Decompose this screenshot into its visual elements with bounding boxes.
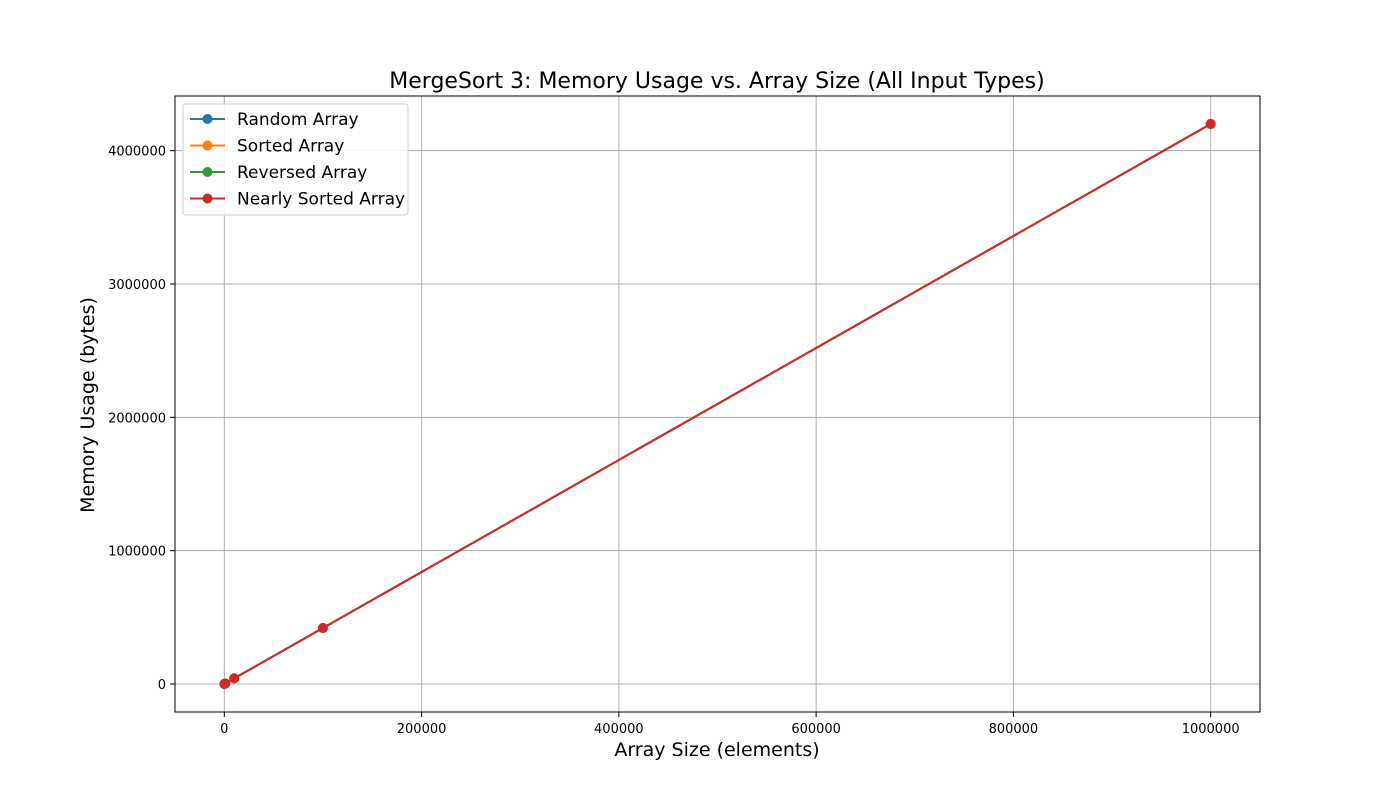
data-point bbox=[1205, 119, 1216, 129]
legend-box bbox=[182, 103, 409, 216]
x-tick-label: 200000 bbox=[397, 722, 447, 737]
y-tick-label: 3000000 bbox=[108, 278, 166, 293]
data-point bbox=[317, 623, 328, 633]
legend-marker bbox=[202, 167, 213, 177]
legend-label: Nearly Sorted Array bbox=[237, 190, 405, 210]
x-tick-label: 600000 bbox=[791, 722, 841, 737]
legend-label: Reversed Array bbox=[237, 163, 367, 183]
legend-item: Reversed Array bbox=[190, 163, 367, 183]
data-point bbox=[229, 673, 240, 684]
y-tick-label: 1000000 bbox=[108, 545, 166, 560]
grid bbox=[175, 96, 1260, 712]
y-tick-label: 4000000 bbox=[108, 145, 166, 160]
legend-items: Random Array Sorted Array Reversed Array Ne… bbox=[190, 110, 405, 210]
legend-marker bbox=[202, 193, 213, 204]
legend-item: Random Array bbox=[190, 110, 359, 130]
plot-frame bbox=[174, 95, 1261, 713]
legend-item: Nearly Sorted Array bbox=[190, 190, 405, 210]
x-axis-ticks: 0 200000 400000 600000 800000 1000000 bbox=[220, 712, 1240, 737]
series-nearly-sorted-array bbox=[219, 119, 1216, 689]
series-layer bbox=[219, 119, 1216, 689]
data-point bbox=[220, 678, 231, 689]
x-tick-label: 1000000 bbox=[1182, 722, 1240, 737]
legend-item: Sorted Array bbox=[190, 137, 344, 157]
x-tick-label: 400000 bbox=[594, 722, 644, 737]
y-tick-label: 0 bbox=[158, 678, 166, 693]
y-axis-ticks: 0 1000000 2000000 3000000 4000000 bbox=[108, 145, 175, 693]
legend-label: Random Array bbox=[237, 110, 359, 130]
legend-marker bbox=[202, 114, 213, 124]
legend-label: Sorted Array bbox=[237, 137, 344, 157]
chart-title: MergeSort 3: Memory Usage vs. Array Size… bbox=[389, 69, 1044, 94]
legend: Random Array Sorted Array Reversed Array Ne… bbox=[182, 103, 409, 216]
x-axis-label: Array Size (elements) bbox=[614, 739, 819, 761]
x-tick-label: 800000 bbox=[989, 722, 1039, 737]
y-axis-label: Memory Usage (bytes) bbox=[77, 297, 99, 513]
y-tick-label: 2000000 bbox=[108, 411, 166, 426]
legend-marker bbox=[202, 140, 213, 151]
x-tick-label: 0 bbox=[220, 722, 228, 737]
